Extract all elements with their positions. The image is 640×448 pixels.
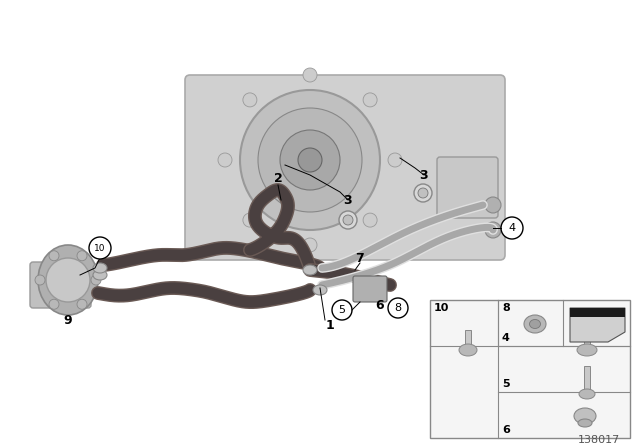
FancyBboxPatch shape [30,262,91,308]
Polygon shape [570,308,625,342]
Text: 5: 5 [339,305,346,315]
Circle shape [46,258,90,302]
Circle shape [485,197,501,213]
FancyBboxPatch shape [185,75,505,260]
Ellipse shape [577,344,597,356]
Text: 2: 2 [274,172,282,185]
Text: 10: 10 [434,303,449,313]
Ellipse shape [303,265,317,275]
Text: 4: 4 [502,333,510,343]
Circle shape [77,299,87,309]
Bar [465,330,471,350]
Ellipse shape [574,408,596,424]
Ellipse shape [93,263,107,273]
Ellipse shape [313,285,327,295]
Circle shape [388,153,402,167]
Text: 8: 8 [394,303,401,313]
Circle shape [243,93,257,107]
Text: 6: 6 [376,298,384,311]
Circle shape [339,211,357,229]
Circle shape [343,215,353,225]
Circle shape [414,184,432,202]
Text: 7: 7 [356,251,364,264]
Bar [584,318,590,350]
Ellipse shape [459,344,477,356]
Text: 3: 3 [344,194,352,207]
Text: 6: 6 [502,425,510,435]
Circle shape [49,251,59,261]
Bar [584,366,590,394]
Circle shape [243,213,257,227]
Ellipse shape [93,270,107,280]
Text: 138017: 138017 [578,435,620,445]
Text: 9: 9 [64,314,72,327]
Circle shape [258,108,362,212]
Circle shape [91,275,101,285]
Text: 8: 8 [502,303,509,313]
Circle shape [363,213,377,227]
Polygon shape [570,308,625,317]
Text: 3: 3 [420,168,428,181]
Circle shape [303,68,317,82]
Circle shape [418,188,428,198]
Ellipse shape [579,389,595,399]
Circle shape [303,238,317,252]
Ellipse shape [578,419,592,427]
Circle shape [89,237,111,259]
Circle shape [485,222,501,238]
Text: 5: 5 [502,379,509,389]
Circle shape [77,251,87,261]
FancyBboxPatch shape [437,157,498,218]
Ellipse shape [529,319,541,328]
Circle shape [240,90,380,230]
Circle shape [218,153,232,167]
Ellipse shape [38,245,98,315]
Circle shape [35,275,45,285]
Circle shape [298,148,322,172]
Ellipse shape [524,315,546,333]
Circle shape [363,93,377,107]
Circle shape [49,299,59,309]
FancyBboxPatch shape [353,276,387,302]
Circle shape [332,300,352,320]
Circle shape [501,217,523,239]
Bar [430,300,630,438]
Text: 10: 10 [94,244,106,253]
Circle shape [388,298,408,318]
Text: 1: 1 [326,319,334,332]
Text: 4: 4 [508,223,516,233]
Circle shape [280,130,340,190]
